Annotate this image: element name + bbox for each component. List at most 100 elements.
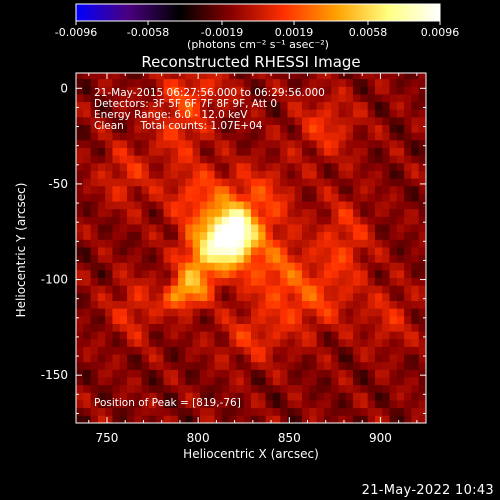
heatmap-cell (374, 178, 383, 187)
heatmap-cell (112, 239, 121, 248)
heatmap-cell (272, 155, 281, 164)
heatmap-cell (214, 94, 223, 103)
heatmap-cell (272, 73, 281, 80)
heatmap-cell (382, 101, 390, 110)
heatmap-cell (411, 377, 420, 386)
heatmap-cell (345, 377, 354, 386)
heatmap-cell (214, 185, 223, 194)
heatmap-cell (331, 116, 339, 126)
heatmap-cell (163, 201, 172, 210)
heatmap-cell (178, 139, 186, 148)
heatmap-cell (163, 300, 172, 309)
heatmap-cell (353, 116, 361, 126)
heatmap-cell (404, 124, 412, 133)
heatmap-cell (374, 155, 383, 164)
heatmap-cell (367, 392, 376, 401)
heatmap-cell (404, 170, 412, 179)
heatmap-cell (90, 201, 99, 210)
heatmap-cell (199, 155, 208, 164)
heatmap-cell (105, 285, 113, 294)
heatmap-cell (178, 292, 186, 301)
heatmap-cell (214, 277, 223, 286)
heatmap-cell (97, 323, 106, 332)
heatmap-cell (141, 384, 150, 393)
heatmap-cell (302, 308, 310, 317)
heatmap-cell (199, 377, 208, 386)
heatmap-cell (331, 155, 339, 164)
heatmap-cell (323, 269, 332, 279)
heatmap-cell (134, 216, 143, 225)
heatmap-cell (367, 254, 376, 263)
heatmap-cell (374, 338, 383, 347)
heatmap-cell (360, 132, 369, 141)
heatmap-cell (396, 262, 405, 271)
heatmap-cell (236, 308, 245, 317)
x-axis: 750 800 850 900 (88, 73, 418, 445)
heatmap-cell (309, 147, 318, 156)
heatmap-cell (323, 162, 332, 171)
heatmap-cell (170, 94, 179, 103)
heatmap-cell (360, 193, 369, 202)
heatmap-cell (323, 178, 332, 187)
heatmap-cell (265, 94, 274, 103)
heatmap-cell (338, 231, 347, 240)
heatmap-cell (221, 400, 230, 409)
heatmap-cell (236, 78, 245, 87)
heatmap-cell (229, 109, 237, 118)
heatmap-cell (243, 384, 252, 393)
heatmap-cell (90, 86, 99, 95)
heatmap-cell (76, 392, 84, 401)
heatmap-cell (418, 124, 426, 133)
heatmap-cell (411, 109, 420, 118)
heatmap-cell (134, 407, 143, 416)
heatmap-cell (229, 116, 237, 126)
heatmap-cell (280, 315, 288, 324)
heatmap-cell (280, 185, 288, 194)
heatmap-cell (134, 346, 143, 355)
heatmap-cell (389, 354, 398, 363)
heatmap-cell (97, 277, 106, 286)
heatmap-cell (221, 116, 230, 126)
heatmap-cell (404, 354, 412, 363)
heatmap-cell (309, 132, 318, 141)
heatmap-cell (221, 323, 230, 332)
heatmap-cell (207, 73, 215, 80)
heatmap-cell (127, 392, 135, 401)
heatmap-cell (83, 193, 91, 202)
heatmap-cell (396, 162, 405, 171)
heatmap-cell (309, 392, 318, 401)
heatmap-cell (251, 269, 259, 279)
heatmap-cell (316, 116, 325, 126)
heatmap-cell (214, 132, 223, 141)
heatmap-cell (148, 285, 157, 294)
heatmap-cell (97, 116, 106, 126)
heatmap-cell (411, 247, 420, 256)
heatmap-cell (418, 407, 426, 416)
heatmap-cell (112, 86, 121, 95)
heatmap-cell (418, 285, 426, 294)
heatmap-cell (221, 78, 230, 87)
heatmap-cell (287, 208, 296, 217)
heatmap-cell (418, 269, 426, 279)
heatmap-cell (97, 86, 106, 95)
heatmap-cell (243, 369, 252, 378)
heatmap-cell (119, 201, 128, 210)
heatmap-cell (134, 139, 143, 148)
heatmap-cell (389, 201, 398, 210)
heatmap-cell (404, 216, 412, 225)
heatmap-cell (258, 308, 266, 317)
heatmap-cell (170, 132, 179, 141)
heatmap-cell (178, 400, 186, 409)
heatmap-cell (287, 323, 296, 332)
heatmap-cell (316, 292, 325, 301)
heatmap-cell (302, 208, 310, 217)
heatmap-cell (199, 369, 208, 378)
heatmap-cell (294, 384, 303, 393)
heatmap-cell (251, 277, 259, 286)
heatmap-cell (294, 139, 303, 148)
heatmap-cell (243, 308, 252, 317)
heatmap-cell (302, 78, 310, 87)
heatmap-cell (141, 277, 150, 286)
heatmap-cell (272, 300, 281, 309)
heatmap-cell (323, 247, 332, 256)
